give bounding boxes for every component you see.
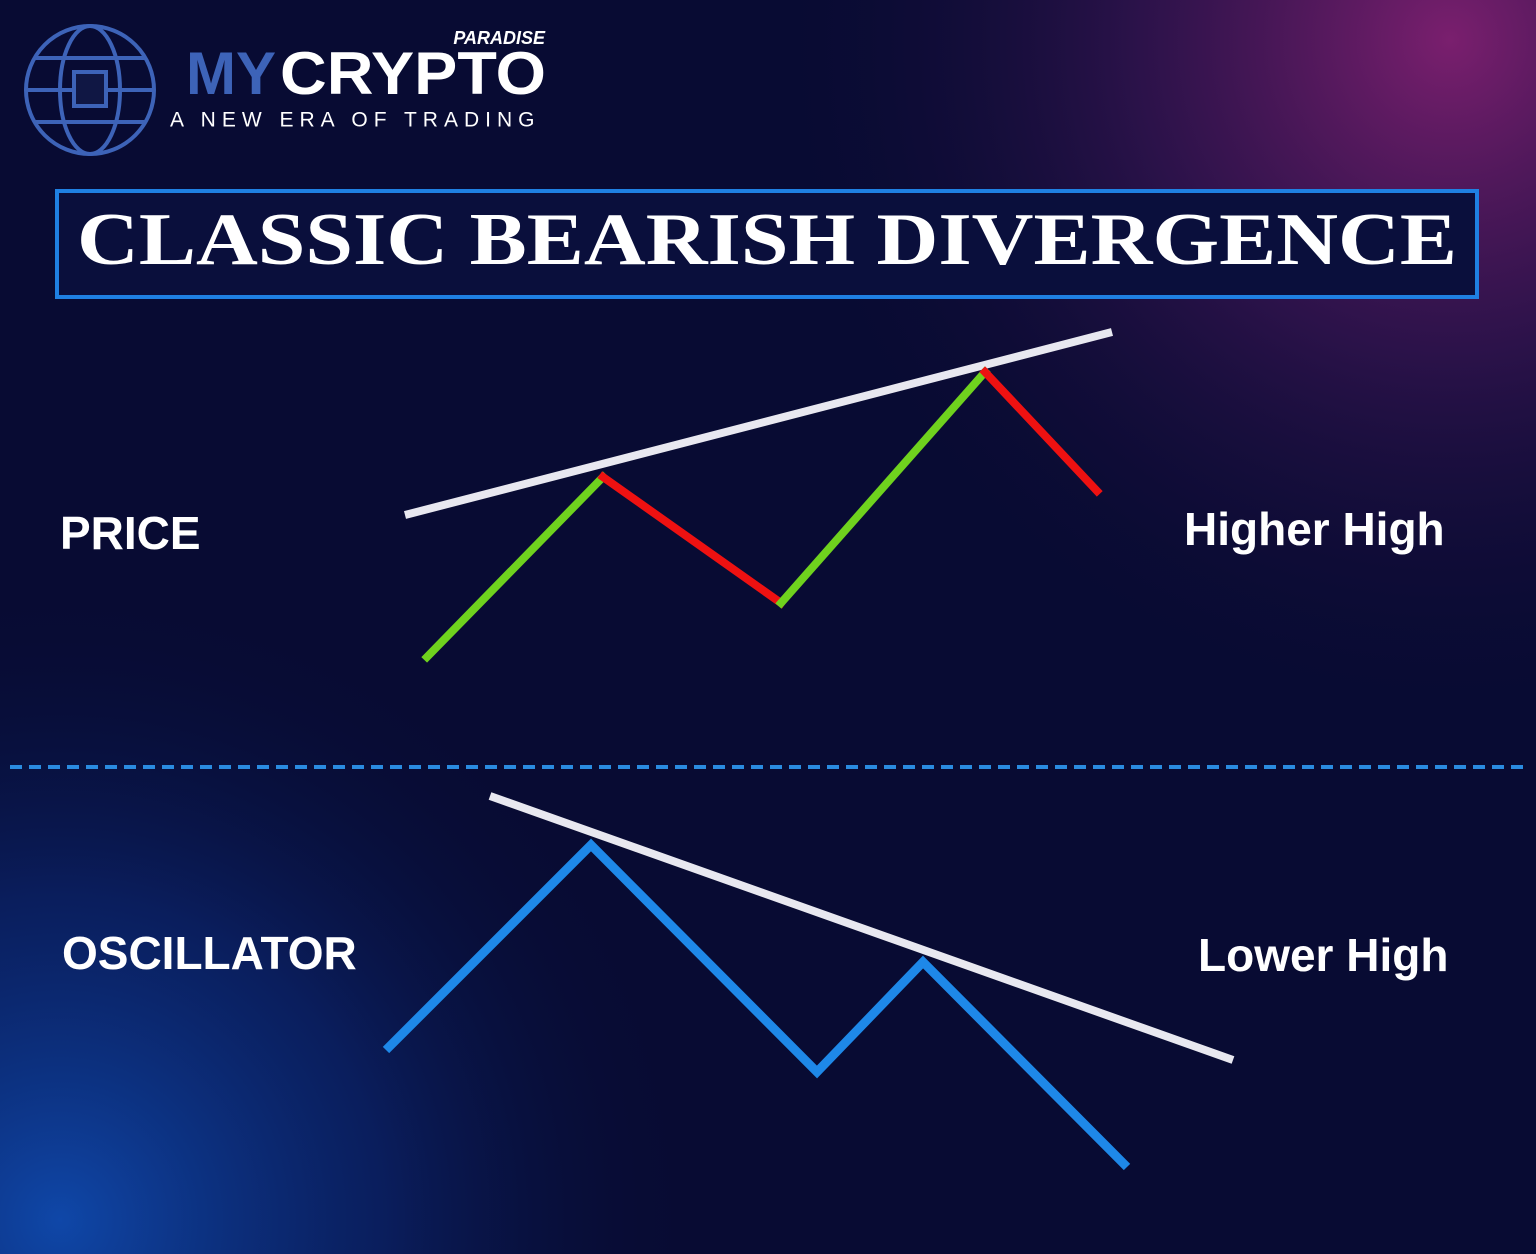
panel-label: PRICE	[60, 507, 201, 559]
trend-line	[488, 792, 1235, 1064]
oscillator-line	[382, 838, 1131, 1171]
panel-label: OSCILLATOR	[62, 927, 357, 979]
logo-slogan: A NEW ERA OF TRADING	[170, 109, 540, 132]
trend-line	[403, 328, 1114, 519]
panel-note: Lower High	[1198, 929, 1448, 981]
title: CLASSIC BEARISH DIVERGENCE	[77, 199, 1457, 281]
logo-tag: PARADISE	[453, 28, 546, 48]
price-line	[421, 366, 1103, 663]
down-segment	[979, 366, 1103, 497]
title-box	[55, 189, 1479, 299]
panel-note: Higher High	[1184, 503, 1445, 555]
logo-globe	[24, 24, 156, 156]
logo-name: MY	[186, 40, 276, 107]
up-segment	[421, 471, 609, 663]
up-segment	[775, 366, 991, 609]
logo-name: CRYPTO	[280, 40, 546, 107]
down-segment	[597, 471, 787, 609]
